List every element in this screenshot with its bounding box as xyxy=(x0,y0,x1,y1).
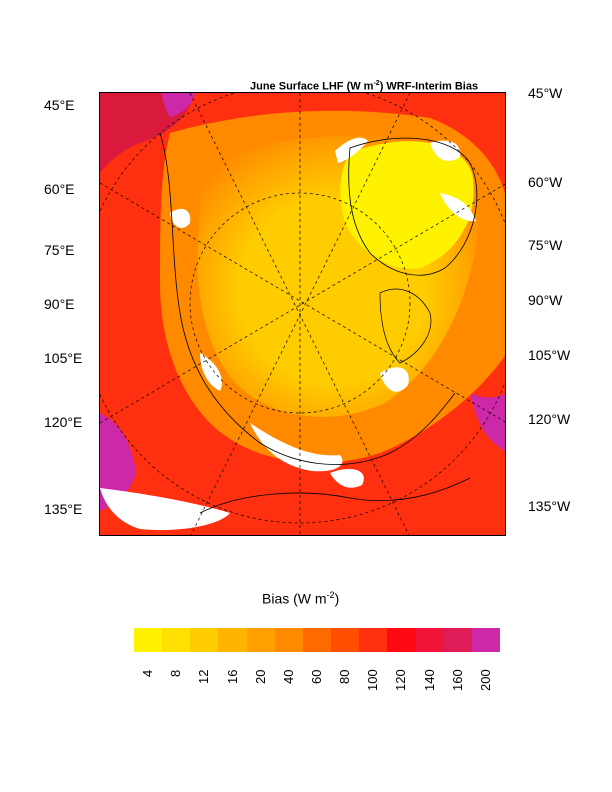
coastline-archipelago xyxy=(379,288,432,364)
colorbar-cell xyxy=(246,628,275,652)
left-lat-label-90e: 90°E xyxy=(44,296,75,312)
colorbar-cell xyxy=(443,628,472,652)
left-lat-label-60e: 60°E xyxy=(44,181,75,197)
graticule-meridian-3 xyxy=(100,183,505,424)
greenland-region xyxy=(340,141,474,269)
colorbar-title: Bias (W m-2) xyxy=(262,590,340,607)
right-lon-label-60w: 60°W xyxy=(528,174,563,190)
right-lon-label-120w: 120°W xyxy=(528,411,571,427)
snow-patch-9 xyxy=(330,469,364,488)
coastline-greenland xyxy=(348,137,478,276)
colorbar-tick-label: 80 xyxy=(337,669,353,684)
colorbar-tick-label: 160 xyxy=(449,669,465,691)
colorbar-cell xyxy=(218,628,247,652)
colorbar-cell xyxy=(331,628,360,652)
colorbar-cell xyxy=(274,628,303,652)
snow-patch-4 xyxy=(170,208,191,228)
colorbar-cell xyxy=(190,628,219,652)
snow-patch-2 xyxy=(430,140,461,161)
colorbar-cell xyxy=(471,628,501,652)
colorbar-tick-label: 100 xyxy=(365,669,381,691)
colorbar-cell xyxy=(415,628,444,652)
snow-patch-5 xyxy=(200,353,222,391)
colorbar-cell xyxy=(134,628,163,652)
colorbar-tick-label: 120 xyxy=(393,669,409,691)
colorbar-cell xyxy=(162,628,191,652)
right-lon-label-90w: 90°W xyxy=(528,292,563,308)
right-lon-label-45w: 45°W xyxy=(528,85,563,101)
left-lat-label-120e: 120°E xyxy=(44,414,83,430)
colorbar-tick-label: 12 xyxy=(196,669,212,684)
graticule-meridian-5 xyxy=(190,93,411,535)
map-title: June Surface LHF (W m-2) WRF-Interim Bia… xyxy=(250,80,479,93)
coastline-south xyxy=(199,477,471,514)
colorbar-tick-label: 4 xyxy=(140,669,156,677)
right-lon-label-135w: 135°W xyxy=(528,498,571,514)
snow-patch-3 xyxy=(440,193,476,222)
left-lat-label-75e: 75°E xyxy=(44,242,75,258)
left-lat-label-45e: 45°E xyxy=(44,97,75,113)
left-lat-label-105e: 105°E xyxy=(44,350,83,366)
colorbar-cell xyxy=(302,628,332,652)
land-region-sw xyxy=(100,413,136,511)
colorbar-tick-label: 16 xyxy=(224,669,240,684)
colorbar xyxy=(134,628,501,652)
colorbar-tick-label: 40 xyxy=(280,669,296,684)
right-lon-label-75w: 75°W xyxy=(528,237,563,253)
bias-map-canvas xyxy=(100,93,505,535)
snow-patch-1 xyxy=(335,137,368,163)
right-lon-label-105w: 105°W xyxy=(528,347,571,363)
colorbar-tick-label: 200 xyxy=(477,669,493,691)
snow-patch-8 xyxy=(100,488,230,531)
colorbar-tick-label: 8 xyxy=(168,669,184,677)
coastline-eurasia xyxy=(159,132,456,465)
snow-patch-6 xyxy=(250,423,343,472)
colorbar-cell xyxy=(359,628,388,652)
colorbar-tick-label: 20 xyxy=(252,669,268,684)
colorbar-cell xyxy=(387,628,416,652)
snow-patch-7 xyxy=(380,367,409,392)
land-region-east xyxy=(470,393,505,452)
bias-map xyxy=(99,92,506,536)
left-lat-label-135e: 135°E xyxy=(44,501,83,517)
colorbar-tick-label: 60 xyxy=(309,669,324,684)
colorbar-tick-label: 140 xyxy=(421,669,437,691)
graticule-circle-inner xyxy=(189,192,411,414)
land-region-nw-peak xyxy=(162,93,195,117)
